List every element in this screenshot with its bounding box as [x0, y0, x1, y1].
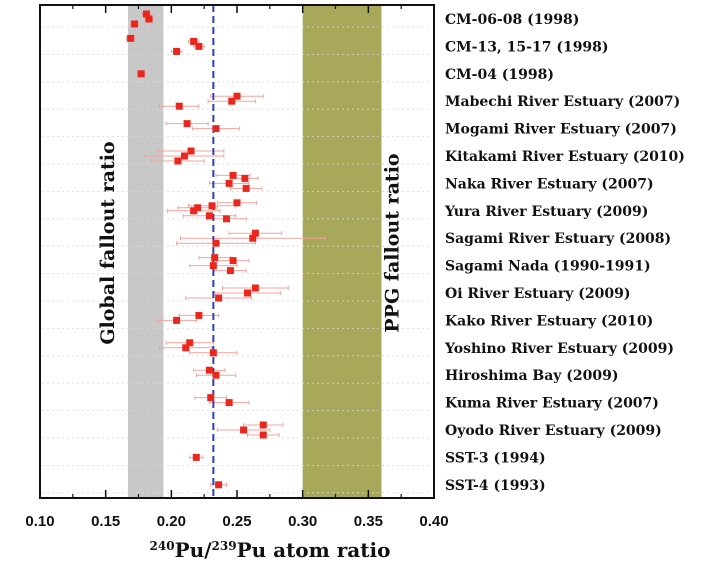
data-point: [207, 394, 215, 402]
data-point: [209, 262, 217, 270]
row-label: Oi River Estuary (2009): [445, 286, 631, 302]
x-axis-label: 240Pu/239Pu atom ratio: [150, 538, 391, 562]
band-label-1: PPG fallout ratio: [381, 153, 403, 332]
x-tick-label: 0.20: [157, 513, 186, 530]
data-point: [192, 453, 200, 461]
data-point: [249, 234, 257, 242]
data-point: [183, 120, 191, 128]
x-tick-label: 0.40: [419, 513, 448, 530]
row-label: Kako River Estuary (2010): [445, 313, 653, 329]
data-point: [173, 47, 181, 55]
x-axis-ticks: [39, 5, 435, 498]
data-point: [211, 254, 219, 262]
data-point: [212, 371, 220, 379]
data-point: [131, 20, 139, 28]
data-point: [205, 212, 213, 220]
band-1: [302, 5, 382, 498]
row-label: Yura River Estuary (2009): [444, 204, 648, 220]
row-label: Mabechi River Estuary (2007): [445, 94, 680, 110]
data-point: [142, 10, 150, 18]
row-label: CM-06-08 (1998): [445, 12, 579, 28]
data-point: [195, 311, 203, 319]
data-point: [228, 97, 236, 105]
row-label: CM-13, 15-17 (1998): [445, 39, 609, 55]
data-point: [205, 366, 213, 374]
data-point: [194, 204, 202, 212]
data-point: [244, 289, 252, 297]
data-point: [215, 294, 223, 302]
data-point: [209, 349, 217, 357]
row-label: SST-4 (1993): [445, 478, 546, 494]
data-point: [229, 171, 237, 179]
row-labels: CM-06-08 (1998) CM-13, 15-17 (1998) CM-04 …: [444, 12, 685, 494]
data-point: [190, 207, 198, 215]
band-label-0: Global fallout ratio: [97, 141, 119, 344]
data-point: [195, 42, 203, 50]
band-labels: Global fallout ratio PPG fallout ratio: [97, 141, 403, 344]
data-point: [259, 431, 267, 439]
row-label: Sagami Nada (1990-1991): [445, 259, 651, 275]
data-point: [225, 399, 233, 407]
row-label: Oyodo River Estuary (2009): [445, 423, 662, 439]
row-label: Sagami River Estuary (2008): [445, 231, 671, 247]
data-point: [145, 15, 153, 23]
data-point: [215, 481, 223, 489]
data-point: [180, 152, 188, 160]
x-tick-label: 0.35: [354, 513, 383, 530]
data-point: [174, 157, 182, 165]
data-point: [190, 37, 198, 45]
row-label: Kitakami River Estuary (2010): [445, 149, 685, 165]
data-point: [212, 239, 220, 247]
data-point: [187, 147, 195, 155]
row-label: Kuma River Estuary (2007): [445, 396, 659, 412]
data-point: [242, 184, 250, 192]
x-tick-label: 0.15: [91, 513, 120, 530]
data-point: [186, 339, 194, 347]
data-point: [127, 34, 135, 42]
row-label: Mogami River Estuary (2007): [445, 122, 677, 138]
row-label: CM-04 (1998): [445, 67, 554, 83]
data-point: [208, 202, 216, 210]
x-tick-label: 0.25: [222, 513, 251, 530]
row-label: Yoshino River Estuary (2009): [444, 341, 674, 357]
data-point: [137, 70, 145, 78]
data-point: [259, 421, 267, 429]
data-point: [212, 125, 220, 133]
data-point: [233, 199, 241, 207]
data-point: [240, 426, 248, 434]
data-point: [233, 92, 241, 100]
data-point: [182, 344, 190, 352]
shaded-bands: [127, 5, 382, 498]
data-point: [251, 229, 259, 237]
x-tick-label: 0.30: [288, 513, 317, 530]
data-point: [251, 284, 259, 292]
data-point: [226, 267, 234, 275]
data-point: [222, 215, 230, 223]
data-point: [225, 179, 233, 187]
data-point: [229, 257, 237, 265]
data-point: [241, 174, 249, 182]
x-axis-tick-labels: 0.10 0.15 0.20 0.25 0.30 0.35 0.40: [25, 513, 448, 530]
band-0: [127, 5, 164, 498]
row-label: SST-3 (1994): [445, 450, 546, 466]
data-point: [175, 102, 183, 110]
row-label: Naka River Estuary (2007): [445, 176, 654, 192]
data-points: [127, 10, 267, 489]
row-label: Hiroshima Bay (2009): [445, 368, 619, 384]
x-tick-label: 0.10: [25, 513, 54, 530]
data-point: [173, 316, 181, 324]
